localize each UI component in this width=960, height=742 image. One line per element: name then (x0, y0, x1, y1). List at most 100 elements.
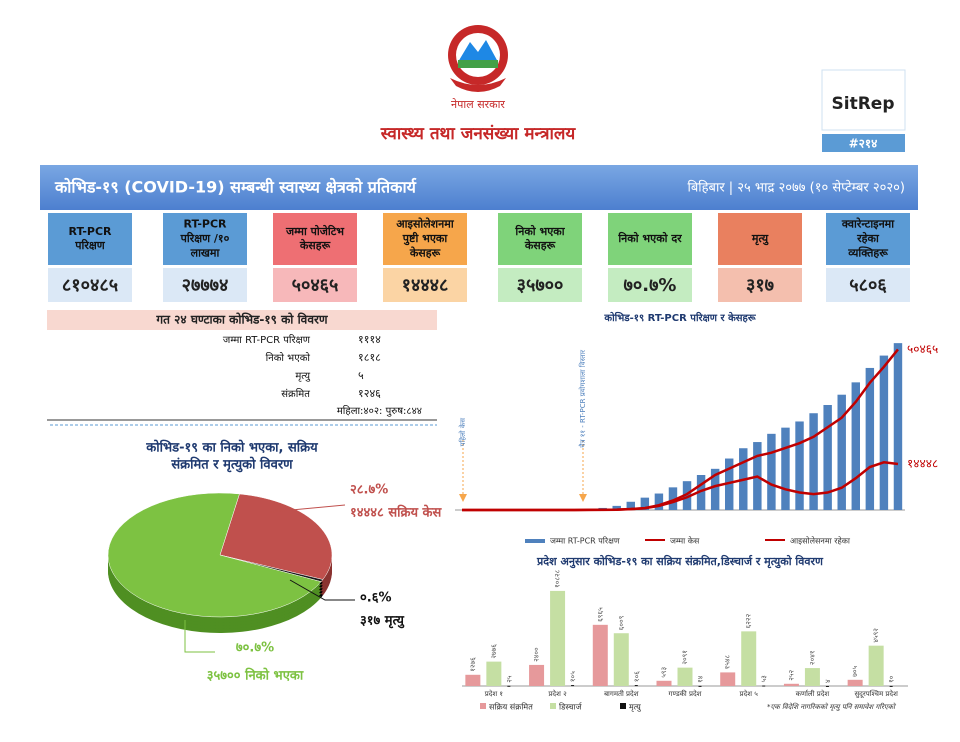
value-label: ५३ (760, 675, 768, 683)
badge-box (821, 69, 906, 131)
line (462, 348, 899, 512)
bar (654, 493, 664, 510)
value-label: ५९३ (660, 667, 668, 678)
pie-percent: ०.६% (360, 591, 391, 606)
banner-title: कोभिड-१९ (COVID-19) सम्बन्धी स्वास्थ्य क… (54, 178, 417, 197)
summary-value: १२४६ (358, 387, 381, 400)
pie-slice (107, 492, 322, 618)
card-header (163, 213, 247, 265)
card-value: ५८०६ (849, 275, 887, 296)
bar (889, 685, 893, 687)
pie-leader (269, 504, 346, 513)
card-label: क्वारेन्टाइनमा रहेका व्यक्तिहरू (841, 217, 895, 260)
legend-swatch (550, 703, 556, 709)
value-label: १०६ (633, 671, 641, 682)
value-label: ४५९२ (872, 628, 880, 643)
bar (550, 590, 566, 686)
line-end-label: ५०४६५ (907, 342, 938, 356)
summary-label: निको भएको (266, 352, 311, 364)
bar (529, 664, 545, 686)
bar (847, 679, 863, 686)
legend-swatch (765, 539, 785, 541)
bar (640, 497, 650, 510)
legend-swatch (525, 539, 545, 543)
card-label: RT-PCR परिक्षण (68, 225, 112, 252)
legend-swatch (645, 539, 665, 541)
value-label: ७०५ (851, 666, 859, 677)
bar (698, 685, 702, 687)
card-value-box (163, 268, 247, 302)
emblem (448, 25, 508, 92)
government: नेपाल सरकार (451, 98, 505, 111)
card-label: मृत्यु (751, 232, 769, 246)
summary-value: १८१८ (358, 351, 381, 364)
card-value: ७०.७% (624, 275, 677, 296)
pie-slice (219, 493, 333, 580)
bar (781, 427, 790, 510)
report-number: #२१४ (849, 137, 878, 151)
bar (804, 668, 820, 686)
card-header (383, 213, 467, 265)
card-value: ८१०४८५ (62, 275, 118, 296)
bar (656, 680, 672, 686)
value-label: १४ (697, 675, 705, 683)
annotation: पहिलो केस (458, 418, 467, 447)
value-label: ६९६५ (596, 607, 604, 622)
annotation-arrow (579, 494, 587, 502)
bar (696, 475, 706, 510)
bar (725, 458, 734, 510)
x-tick-label: कर्णाली प्रदेश (796, 689, 830, 698)
card-value: ३१७ (746, 275, 774, 296)
banner-date: बिहिबार | २५ भाद्र २०७७ (१० सेप्टेम्बर २… (687, 180, 905, 196)
value-label: २७७६ (490, 644, 498, 659)
bar (795, 421, 804, 510)
value-label: १५४८ (724, 654, 732, 669)
card-header (273, 213, 357, 265)
bar (868, 645, 884, 686)
bar (767, 433, 776, 510)
value-label: २०९१ (681, 650, 689, 665)
report-number-box (822, 134, 905, 152)
chart-note: *एक विदेशि नागरिकको मृत्यु पनि समावेश गर… (767, 702, 896, 711)
pie-title: कोभिड-१९ का निको भएका, सक्रिय संक्रमित र … (145, 439, 318, 472)
card-value-box (718, 268, 802, 302)
bar (710, 468, 720, 510)
card-label: RT-PCR परिक्षण /१० लाखमा (180, 218, 230, 260)
card-label: आइसोलेशनमा पुष्टी भएका केसहरू (396, 217, 455, 260)
value-label: १२७६ (469, 657, 477, 672)
x-tick-label: बागमती प्रदेश (604, 689, 639, 698)
x-tick-label: प्रदेश ५ (740, 689, 759, 698)
x-tick-label: प्रदेश २ (548, 689, 567, 698)
x-tick-label: प्रदेश १ (485, 689, 503, 698)
bar (613, 633, 629, 686)
line (462, 460, 899, 512)
summary-value: ५ (358, 369, 364, 382)
value-label: २०४१ (808, 651, 816, 666)
bar (762, 685, 766, 687)
value-label: २५ (505, 675, 513, 683)
banner (40, 165, 918, 210)
pie-percent: ७०.७% (236, 641, 274, 656)
value-label: ४ (824, 679, 832, 683)
bar (879, 355, 889, 510)
card-value-box (608, 268, 692, 302)
bar (682, 481, 692, 510)
card-value-box (498, 268, 582, 302)
bar (741, 631, 757, 686)
bar (571, 685, 575, 687)
card-header (826, 213, 910, 265)
card-label: निको भएका केसहरू (514, 224, 565, 252)
badge: SitRep (832, 94, 895, 114)
legend-label: मृत्यु (629, 703, 642, 713)
pie-label: ३१७ मृत्यु (360, 614, 405, 629)
legend-label: आइसोलेसनमा रहेका (790, 536, 851, 546)
bar (837, 394, 846, 510)
pie-leader (184, 620, 215, 653)
value-label: २५२ (787, 670, 795, 681)
summary-header (47, 310, 437, 330)
bar (893, 343, 903, 510)
card-value: १४४४८ (402, 275, 449, 296)
card-value: ५०४६५ (292, 275, 339, 296)
